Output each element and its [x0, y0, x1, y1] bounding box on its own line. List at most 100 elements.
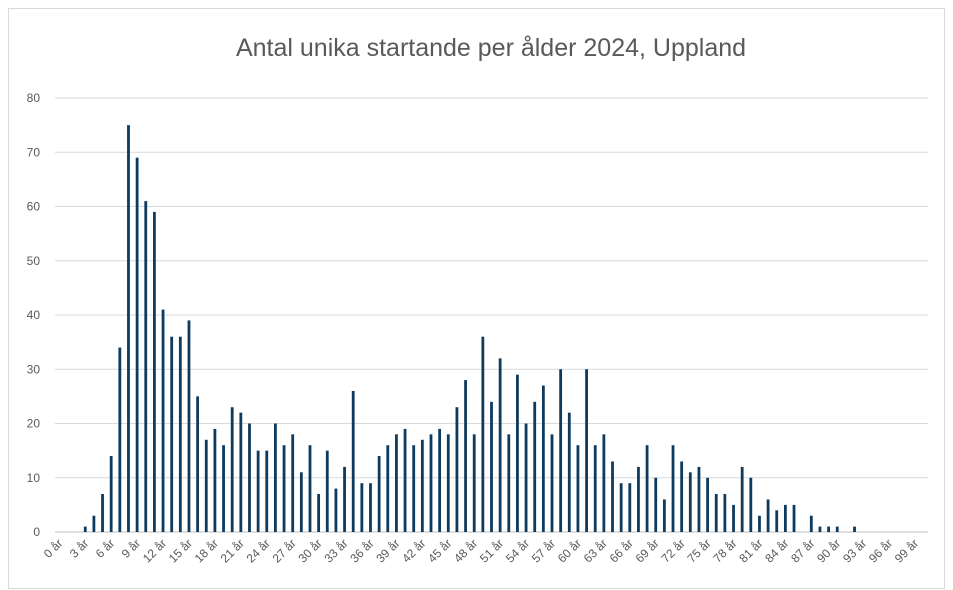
bar	[343, 466, 346, 532]
bar	[92, 515, 96, 532]
bar	[688, 472, 692, 532]
bar	[127, 125, 130, 532]
bar	[585, 369, 588, 532]
bar	[541, 385, 545, 532]
bar	[360, 483, 364, 532]
bar	[153, 211, 156, 533]
bar	[619, 483, 623, 532]
bar	[740, 466, 744, 532]
bar	[835, 526, 839, 532]
bar	[412, 445, 416, 532]
bar	[507, 434, 511, 532]
y-tick-label: 0	[33, 525, 40, 539]
bar	[403, 428, 407, 532]
y-tick-label: 60	[27, 200, 41, 214]
bar	[792, 504, 796, 532]
bar	[325, 450, 329, 532]
bar	[662, 499, 666, 532]
chart-frame	[8, 8, 945, 589]
bar	[680, 461, 684, 532]
bar	[533, 401, 537, 532]
bar	[723, 494, 727, 532]
bar	[274, 423, 277, 532]
bar	[118, 347, 122, 532]
bar	[472, 434, 476, 532]
bar	[291, 434, 295, 532]
bar	[524, 423, 528, 532]
y-tick-label: 50	[27, 254, 41, 268]
bar	[446, 434, 450, 532]
bar	[239, 412, 243, 532]
bar	[758, 515, 761, 532]
bar	[783, 504, 787, 532]
bar	[732, 504, 735, 532]
bar	[567, 412, 571, 532]
bar	[559, 369, 563, 532]
bar	[645, 445, 649, 532]
y-tick-label: 80	[27, 91, 41, 105]
bar	[196, 396, 200, 532]
bar	[83, 526, 87, 532]
bar	[386, 445, 390, 532]
bar	[429, 434, 433, 532]
bar	[256, 450, 260, 532]
bar	[714, 494, 718, 532]
bar	[818, 526, 822, 532]
bar	[576, 445, 580, 532]
y-tick-label: 10	[27, 471, 41, 485]
bar	[369, 483, 372, 532]
y-tick-label: 70	[27, 145, 41, 159]
bar	[248, 423, 251, 532]
bar	[706, 477, 709, 532]
bar	[109, 456, 113, 532]
bar	[593, 445, 597, 532]
bar	[222, 445, 225, 532]
chart-title: Antal unika startande per ålder 2024, Up…	[236, 34, 746, 62]
bar	[827, 526, 830, 532]
bar	[204, 439, 208, 532]
bar	[308, 445, 312, 532]
bar	[516, 374, 519, 532]
bar	[317, 494, 321, 532]
bar	[611, 461, 614, 532]
bar	[213, 428, 217, 532]
y-tick-label: 40	[27, 308, 41, 322]
y-tick-label: 20	[27, 417, 41, 431]
bar	[602, 434, 606, 532]
bar	[161, 309, 165, 532]
bar	[351, 390, 355, 532]
y-tick-label: 30	[27, 362, 41, 376]
bar	[550, 434, 554, 532]
bar	[135, 157, 139, 533]
bar	[438, 428, 442, 532]
bar	[334, 488, 338, 532]
bar	[265, 450, 269, 532]
bar	[490, 401, 493, 532]
bar	[749, 477, 753, 532]
bar	[498, 358, 502, 532]
bar	[299, 472, 303, 532]
bar	[187, 320, 191, 532]
bar	[455, 407, 459, 532]
bar	[853, 526, 856, 532]
bar	[464, 380, 467, 532]
bar	[395, 434, 398, 532]
bar	[775, 510, 779, 532]
bar	[420, 439, 424, 532]
bar	[178, 336, 182, 532]
bar	[101, 494, 104, 532]
bar	[377, 456, 381, 532]
bar	[671, 445, 675, 532]
bar	[628, 483, 632, 532]
bar	[282, 445, 286, 532]
bar	[809, 515, 813, 532]
bar	[654, 477, 658, 532]
bar	[637, 466, 640, 532]
bar	[144, 201, 148, 532]
bar	[170, 336, 174, 532]
bar	[697, 466, 701, 532]
bar	[481, 336, 485, 532]
bar	[766, 499, 770, 532]
bar	[230, 407, 234, 532]
